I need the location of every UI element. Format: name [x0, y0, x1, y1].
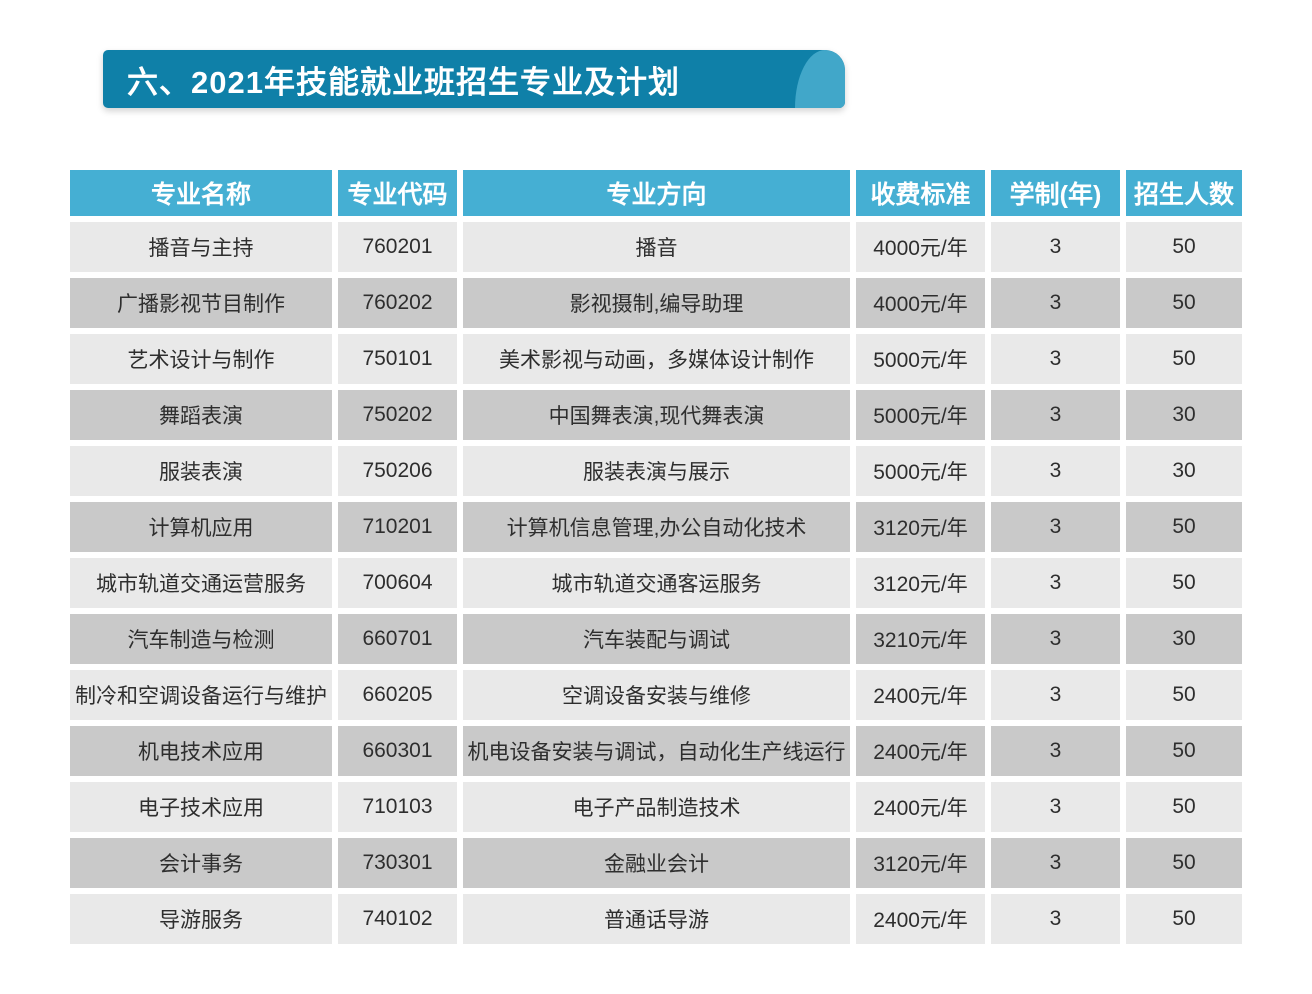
table-cell-enrollment: 50: [1126, 222, 1242, 272]
table-cell-code: 730301: [338, 838, 457, 888]
table-cell-code: 750206: [338, 446, 457, 496]
table-cell-enrollment: 50: [1126, 726, 1242, 776]
table-cell-enrollment: 30: [1126, 446, 1242, 496]
table-cell-code: 660301: [338, 726, 457, 776]
table-cell-fee: 4000元/年: [856, 222, 985, 272]
table-cell-major: 播音与主持: [70, 222, 332, 272]
table-cell-years: 3: [991, 670, 1120, 720]
table-cell-years: 3: [991, 894, 1120, 944]
table-cell-fee: 3210元/年: [856, 614, 985, 664]
table-cell-years: 3: [991, 278, 1120, 328]
table-cell-years: 3: [991, 502, 1120, 552]
table-cell-enrollment: 50: [1126, 838, 1242, 888]
table-cell-major: 艺术设计与制作: [70, 334, 332, 384]
column-header-years: 学制(年): [991, 170, 1120, 216]
column-header-major: 专业名称: [70, 170, 332, 216]
table-cell-major: 会计事务: [70, 838, 332, 888]
table-cell-major: 舞蹈表演: [70, 390, 332, 440]
table-cell-years: 3: [991, 390, 1120, 440]
table-cell-years: 3: [991, 726, 1120, 776]
table-cell-enrollment: 50: [1126, 558, 1242, 608]
column-header-enrollment: 招生人数: [1126, 170, 1242, 216]
table-cell-code: 660701: [338, 614, 457, 664]
table-cell-major: 服装表演: [70, 446, 332, 496]
table-cell-code: 760201: [338, 222, 457, 272]
table-cell-years: 3: [991, 558, 1120, 608]
table-cell-fee: 2400元/年: [856, 726, 985, 776]
table-cell-major: 城市轨道交通运营服务: [70, 558, 332, 608]
table-cell-fee: 2400元/年: [856, 670, 985, 720]
table-cell-enrollment: 50: [1126, 502, 1242, 552]
table-cell-major: 汽车制造与检测: [70, 614, 332, 664]
table-cell-direction: 普通话导游: [463, 894, 850, 944]
table-cell-fee: 5000元/年: [856, 390, 985, 440]
table-cell-years: 3: [991, 614, 1120, 664]
table-cell-code: 760202: [338, 278, 457, 328]
enrollment-table: 专业名称 专业代码 专业方向 收费标准 学制(年) 招生人数 播音与主持 7602…: [70, 170, 1242, 944]
table-cell-direction: 播音: [463, 222, 850, 272]
table-cell-years: 3: [991, 334, 1120, 384]
table-cell-years: 3: [991, 838, 1120, 888]
table-cell-fee: 2400元/年: [856, 782, 985, 832]
table-cell-enrollment: 50: [1126, 670, 1242, 720]
table-cell-major: 导游服务: [70, 894, 332, 944]
section-title: 六、2021年技能就业班招生专业及计划: [127, 64, 680, 100]
table-cell-direction: 电子产品制造技术: [463, 782, 850, 832]
table-cell-major: 广播影视节目制作: [70, 278, 332, 328]
table-cell-major: 制冷和空调设备运行与维护: [70, 670, 332, 720]
column-header-code: 专业代码: [338, 170, 457, 216]
table-cell-code: 750202: [338, 390, 457, 440]
table-cell-fee: 3120元/年: [856, 838, 985, 888]
table-cell-code: 660205: [338, 670, 457, 720]
table-cell-enrollment: 50: [1126, 894, 1242, 944]
table-cell-direction: 服装表演与展示: [463, 446, 850, 496]
table-cell-enrollment: 30: [1126, 614, 1242, 664]
table-cell-enrollment: 50: [1126, 278, 1242, 328]
column-header-direction: 专业方向: [463, 170, 850, 216]
table-cell-major: 电子技术应用: [70, 782, 332, 832]
table-cell-direction: 汽车装配与调试: [463, 614, 850, 664]
table-cell-fee: 2400元/年: [856, 894, 985, 944]
table-cell-code: 740102: [338, 894, 457, 944]
table-cell-direction: 机电设备安装与调试，自动化生产线运行: [463, 726, 850, 776]
table-cell-code: 750101: [338, 334, 457, 384]
table-cell-direction: 空调设备安装与维修: [463, 670, 850, 720]
table-cell-direction: 影视摄制,编导助理: [463, 278, 850, 328]
table-cell-major: 机电技术应用: [70, 726, 332, 776]
table-cell-direction: 金融业会计: [463, 838, 850, 888]
banner-accent-shape: [795, 50, 845, 108]
table-cell-major: 计算机应用: [70, 502, 332, 552]
table-cell-enrollment: 30: [1126, 390, 1242, 440]
table-cell-code: 700604: [338, 558, 457, 608]
table-cell-years: 3: [991, 222, 1120, 272]
table-cell-fee: 5000元/年: [856, 334, 985, 384]
table-cell-fee: 5000元/年: [856, 446, 985, 496]
table-cell-fee: 3120元/年: [856, 502, 985, 552]
table-cell-enrollment: 50: [1126, 334, 1242, 384]
table-cell-code: 710201: [338, 502, 457, 552]
table-cell-fee: 3120元/年: [856, 558, 985, 608]
table-cell-years: 3: [991, 446, 1120, 496]
table-cell-fee: 4000元/年: [856, 278, 985, 328]
table-cell-direction: 美术影视与动画，多媒体设计制作: [463, 334, 850, 384]
table-cell-direction: 城市轨道交通客运服务: [463, 558, 850, 608]
table-cell-years: 3: [991, 782, 1120, 832]
table-cell-direction: 计算机信息管理,办公自动化技术: [463, 502, 850, 552]
table-cell-enrollment: 50: [1126, 782, 1242, 832]
table-cell-code: 710103: [338, 782, 457, 832]
section-banner: 六、2021年技能就业班招生专业及计划: [103, 50, 845, 108]
table-cell-direction: 中国舞表演,现代舞表演: [463, 390, 850, 440]
column-header-fee: 收费标准: [856, 170, 985, 216]
